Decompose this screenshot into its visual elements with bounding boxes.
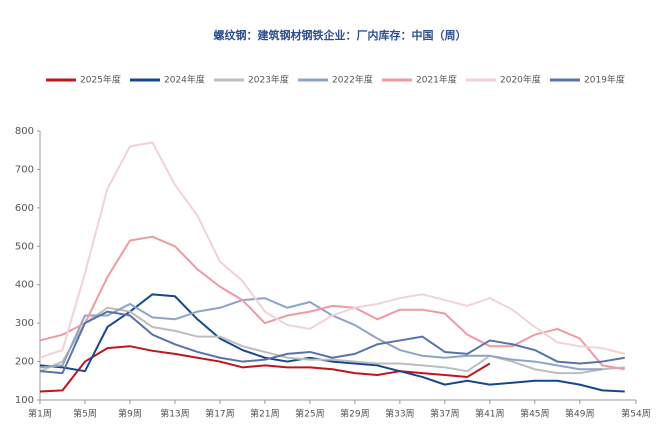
legend-label: 2023年度 — [248, 74, 289, 86]
y-tick-label: 200 — [15, 357, 34, 368]
x-tick-label: 第33周 — [385, 408, 414, 420]
y-tick-label: 300 — [15, 318, 34, 329]
series-line — [39, 345, 491, 393]
y-tick-label: 800 — [15, 126, 34, 137]
x-tick-label: 第21周 — [250, 408, 279, 420]
x-tick-label: 第45周 — [520, 408, 549, 420]
x-tick-label: 第25周 — [295, 408, 324, 420]
x-tick-label: 第54周 — [621, 408, 650, 420]
legend-label: 2022年度 — [332, 74, 373, 86]
x-tick-label: 第41周 — [475, 408, 504, 420]
legend-label: 2025年度 — [80, 74, 121, 86]
x-tick-label: 第17周 — [205, 408, 234, 420]
legend-label: 2020年度 — [500, 74, 541, 86]
y-tick-label: 100 — [15, 395, 34, 406]
chart-title: 螺纹钢：建筑钢材钢铁企业：厂内库存：中国（周） — [214, 28, 467, 42]
series-line — [39, 141, 626, 359]
y-tick-label: 500 — [15, 241, 34, 252]
legend-label: 2024年度 — [164, 74, 205, 86]
series-line — [39, 235, 625, 371]
x-tick-label: 第29周 — [340, 408, 369, 420]
y-tick-label: 400 — [15, 280, 34, 291]
legend-label: 2021年度 — [416, 74, 457, 86]
series-line — [39, 293, 625, 393]
y-tick-label: 700 — [15, 164, 34, 175]
y-tick-label: 600 — [15, 203, 34, 214]
x-tick-label: 第49周 — [565, 408, 594, 420]
x-tick-label: 第1周 — [28, 408, 52, 420]
series-line — [39, 310, 625, 375]
x-tick-label: 第37周 — [430, 408, 459, 420]
x-tick-label: 第13周 — [160, 408, 189, 420]
legend-label: 2019年度 — [584, 74, 625, 86]
x-tick-label: 第5周 — [73, 408, 97, 420]
series-line — [39, 306, 625, 375]
x-tick-label: 第9周 — [118, 408, 142, 420]
